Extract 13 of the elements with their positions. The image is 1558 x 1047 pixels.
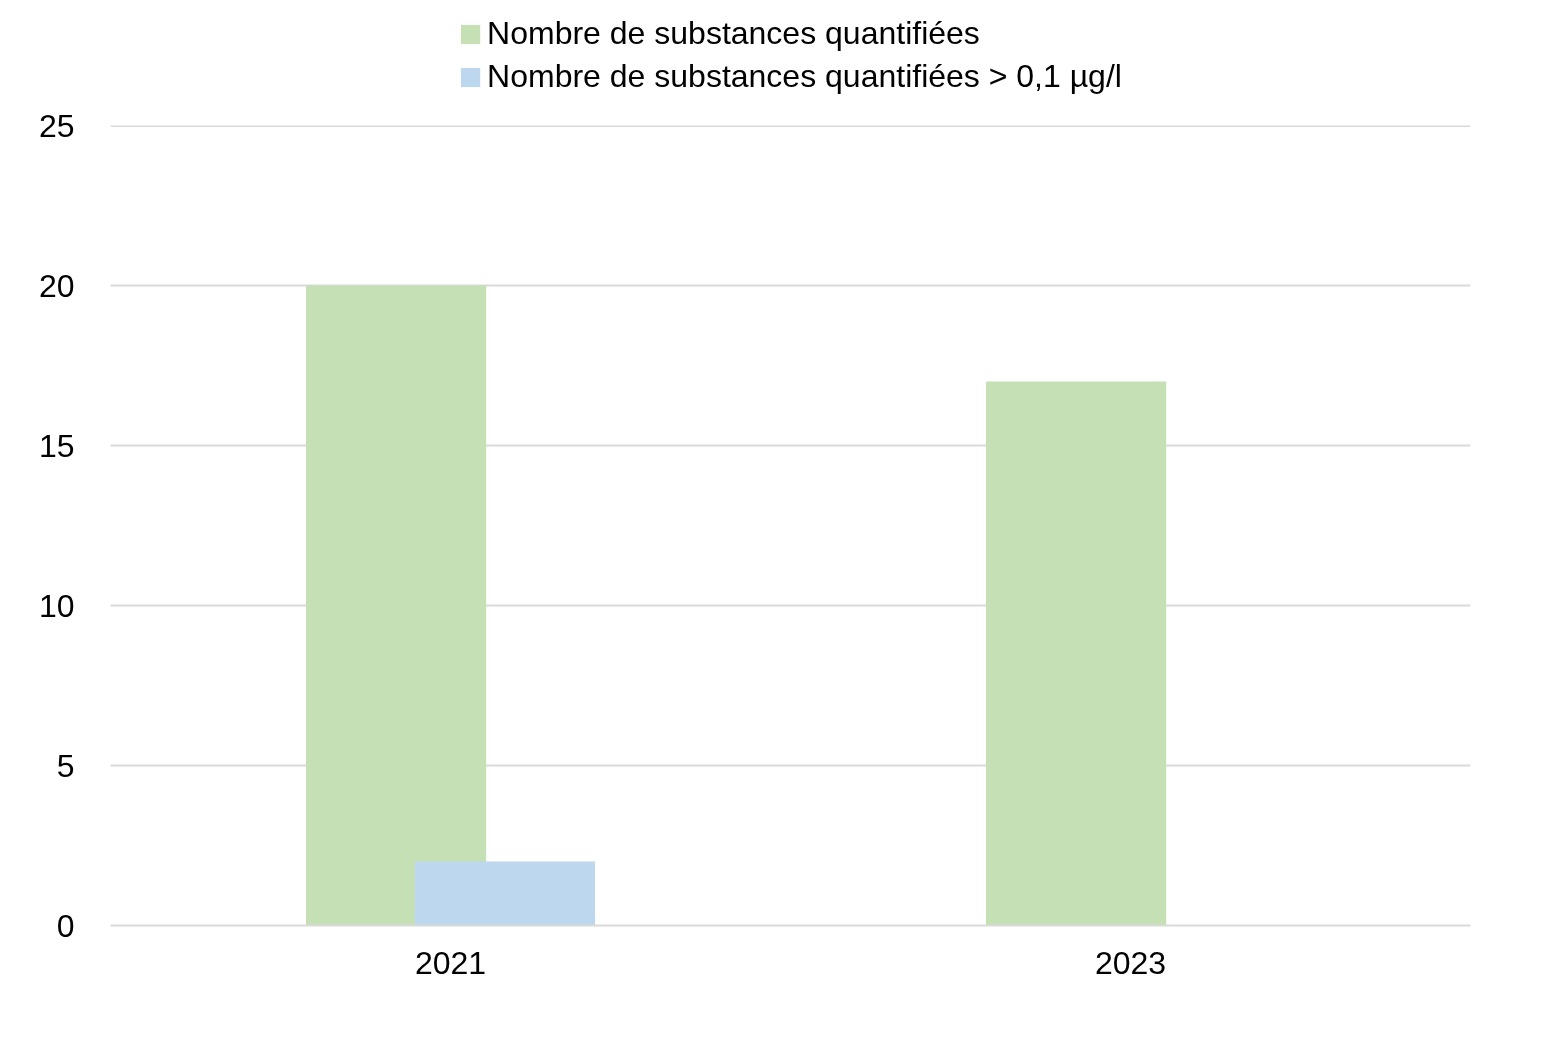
y-tick-label: 25 — [38, 107, 75, 144]
y-tick-label: 15 — [38, 427, 75, 464]
x-tick-label: 2023 — [1094, 944, 1167, 981]
bar — [986, 381, 1167, 926]
y-tick-label: 10 — [38, 587, 75, 624]
y-tick-label: 20 — [38, 267, 75, 304]
y-tick-label: 0 — [56, 907, 75, 944]
legend-label: Nombre de substances quantifiées > 0,1 µg/l — [487, 58, 1122, 95]
bar — [414, 861, 595, 926]
x-tick-label: 2021 — [414, 944, 487, 981]
legend-label: Nombre de substances quantifiées — [487, 15, 980, 52]
bar — [306, 285, 487, 926]
y-tick-label: 5 — [56, 747, 75, 784]
